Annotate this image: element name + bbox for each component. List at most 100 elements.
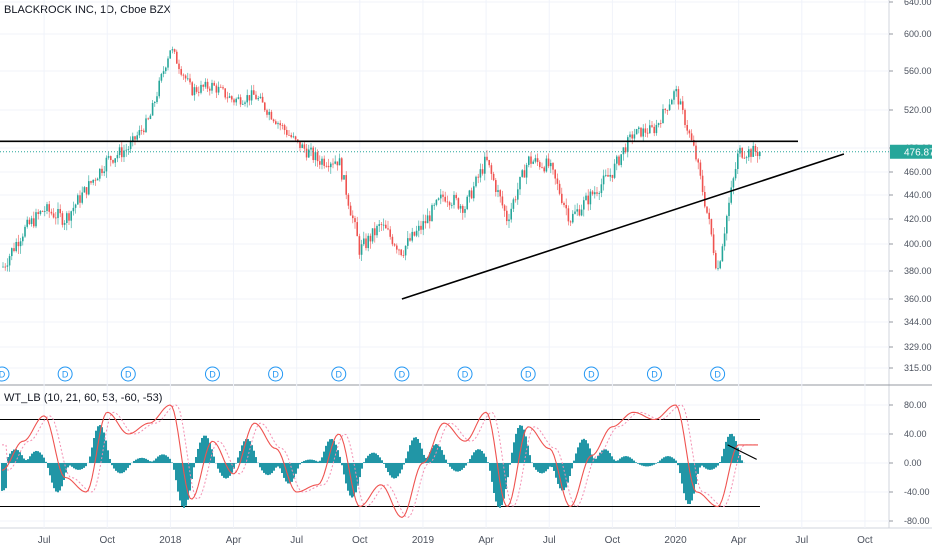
histogram-bar bbox=[5, 463, 7, 489]
chart-title: BLACKROCK INC, 1D, Cboe BZX bbox=[4, 4, 171, 16]
candle-body bbox=[440, 194, 442, 199]
dividend-marker[interactable]: D bbox=[394, 366, 410, 382]
candle-body bbox=[572, 213, 574, 223]
candle-body bbox=[734, 169, 737, 179]
candle-body bbox=[585, 195, 587, 201]
price-tick-label: 600.00 bbox=[904, 29, 932, 39]
candle-body bbox=[653, 126, 655, 134]
candle-body bbox=[739, 147, 741, 154]
candle-body bbox=[195, 87, 198, 92]
candle-body bbox=[536, 158, 539, 163]
oscillator-trendline[interactable] bbox=[727, 444, 757, 460]
candle-body bbox=[424, 221, 427, 224]
time-tick-label: Apr bbox=[731, 535, 747, 546]
dividend-marker[interactable]: D bbox=[268, 366, 284, 382]
candle-body bbox=[431, 205, 433, 222]
histogram-bar bbox=[597, 455, 599, 463]
histogram-bar bbox=[305, 460, 307, 463]
histogram-bar bbox=[69, 463, 71, 466]
trendlines[interactable] bbox=[0, 140, 845, 300]
candle-body bbox=[719, 261, 721, 269]
support-trendline[interactable] bbox=[401, 153, 845, 300]
dividend-marker[interactable]: D bbox=[0, 366, 10, 382]
histogram-bar bbox=[265, 463, 267, 475]
histogram-bar bbox=[53, 463, 55, 489]
histogram-bar bbox=[555, 463, 557, 478]
candle-body bbox=[143, 130, 145, 133]
histogram-bar bbox=[739, 455, 741, 463]
histogram-bar bbox=[585, 440, 587, 463]
candle-body bbox=[596, 192, 598, 194]
dividend-marker[interactable]: D bbox=[57, 366, 73, 382]
histogram-bar bbox=[95, 430, 97, 463]
candle-body bbox=[635, 129, 638, 135]
candle-body bbox=[512, 199, 515, 209]
candle-body bbox=[308, 149, 310, 158]
candle-body bbox=[523, 170, 526, 178]
histogram-bar bbox=[463, 463, 465, 468]
dividend-marker[interactable]: D bbox=[120, 366, 136, 382]
candle-body bbox=[35, 212, 37, 227]
histogram-bar bbox=[291, 463, 293, 482]
histogram-bar bbox=[245, 439, 247, 463]
histogram-bar bbox=[145, 458, 147, 463]
candle-body bbox=[116, 155, 119, 159]
histogram-bar bbox=[439, 446, 441, 463]
candle-body bbox=[8, 256, 11, 266]
dividend-marker[interactable]: D bbox=[710, 366, 726, 382]
dividend-marker-circle bbox=[0, 366, 10, 382]
histogram-bar bbox=[671, 457, 673, 463]
histogram-bar bbox=[599, 452, 601, 463]
candle-body bbox=[558, 183, 561, 194]
dividend-marker[interactable]: D bbox=[204, 366, 220, 382]
candle-body bbox=[541, 167, 543, 168]
histogram-bar bbox=[73, 463, 75, 469]
histogram-bar bbox=[579, 442, 581, 463]
candle-body bbox=[319, 161, 321, 165]
candle-body bbox=[433, 204, 435, 206]
candle-body bbox=[396, 245, 398, 250]
candle-body bbox=[695, 145, 697, 160]
candle-body bbox=[134, 136, 136, 140]
candle-body bbox=[578, 209, 581, 216]
dividend-marker[interactable]: D bbox=[520, 366, 536, 382]
time-axis[interactable]: Jul Oct 2018 Apr Jul Oct 2019 Apr Jul Oct 2020 Apr J… bbox=[38, 535, 873, 546]
histogram-bar bbox=[149, 461, 151, 463]
candle-body bbox=[710, 219, 713, 235]
histogram-bar bbox=[543, 463, 545, 473]
candle-body bbox=[607, 174, 609, 177]
histogram-bar bbox=[253, 450, 255, 463]
candle-body bbox=[140, 130, 143, 131]
histogram-bar bbox=[651, 463, 653, 466]
histogram-bar bbox=[471, 455, 473, 463]
dividend-marker[interactable]: D bbox=[646, 366, 662, 382]
dividend-marker[interactable]: D bbox=[331, 366, 347, 382]
candle-body bbox=[717, 268, 719, 270]
histogram-bar bbox=[259, 463, 261, 468]
price-tick-label: 380.00 bbox=[904, 266, 932, 276]
candle-body bbox=[220, 86, 222, 88]
dividend-marker-circle bbox=[457, 366, 473, 382]
histogram-bar bbox=[657, 462, 659, 463]
histogram-bar bbox=[417, 438, 419, 463]
histogram-bar bbox=[419, 442, 421, 463]
histogram-bar bbox=[565, 463, 567, 488]
histogram-bar bbox=[355, 463, 357, 493]
histogram-bar bbox=[433, 445, 435, 463]
dividend-marker[interactable]: D bbox=[583, 366, 599, 382]
candle-body bbox=[233, 99, 235, 103]
candle-body bbox=[160, 73, 163, 81]
candle-body bbox=[684, 109, 686, 126]
candle-body bbox=[297, 139, 299, 142]
candle-body bbox=[347, 194, 350, 206]
histogram-bar bbox=[369, 453, 371, 463]
oscillator-axis[interactable]: 80.00 40.00 0.00 -40.00 -80.00 bbox=[889, 400, 930, 526]
candle-body bbox=[620, 154, 622, 165]
candle-body bbox=[611, 174, 614, 178]
price-axis[interactable]: 640.00600.00560.00520.00480.00460.00440.… bbox=[889, 0, 932, 373]
wavetrend-oscillator bbox=[0, 404, 760, 519]
dividend-marker[interactable]: D bbox=[457, 366, 473, 382]
candle-body bbox=[479, 169, 482, 178]
